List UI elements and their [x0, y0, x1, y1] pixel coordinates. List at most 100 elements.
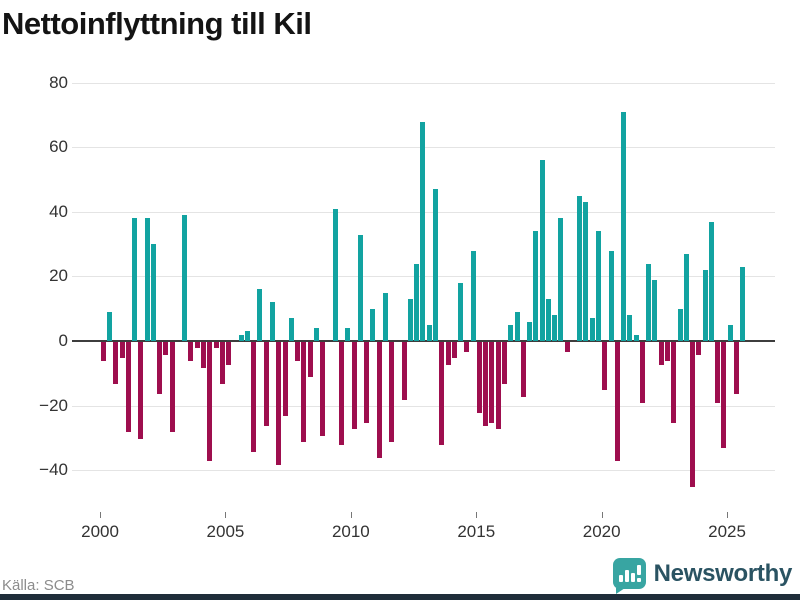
x-axis-tick-mark [476, 512, 478, 518]
zero-line [72, 340, 775, 342]
bar-2010-q3 [364, 342, 370, 423]
y-axis-tick-label: 80 [49, 72, 68, 92]
bar-2020-q1 [602, 342, 608, 391]
x-axis-tick-mark [350, 512, 352, 518]
bar-2006-q1 [251, 342, 257, 452]
bar-2017-q4 [545, 299, 551, 341]
x-axis-tick-mark [100, 512, 102, 518]
x-axis-tick-label: 2015 [457, 522, 496, 541]
y-axis-tick-label: 0 [58, 331, 68, 350]
bar-2022-q2 [658, 342, 664, 365]
bar-2017-q1 [527, 321, 533, 341]
bar-2021-q3 [639, 342, 645, 404]
bar-2007-q3 [288, 318, 294, 341]
bar-2019-q1 [577, 195, 583, 341]
bar-2013-q3 [439, 342, 445, 446]
bar-2019-q4 [596, 231, 602, 341]
bar-2025-q2 [733, 342, 739, 394]
bar-2024-q2 [708, 221, 714, 341]
bar-2016-q2 [508, 324, 514, 341]
bar-2000-q1 [100, 342, 106, 362]
bar-2008-q3 [313, 328, 319, 341]
bar-2015-q4 [495, 342, 501, 430]
bar-2003-q4 [194, 342, 200, 349]
x-axis-tick-label: 2000 [81, 522, 119, 541]
bar-2025-q1 [727, 324, 733, 341]
gridline [72, 470, 775, 472]
icon-bar-3 [630, 573, 635, 582]
icon-exclamation-dot [636, 578, 641, 582]
bar-2017-q2 [533, 231, 539, 341]
bar-2002-q2 [157, 342, 163, 394]
bar-2013-q4 [445, 342, 451, 365]
bar-2020-q3 [614, 342, 620, 462]
bar-2012-q1 [401, 342, 407, 401]
bar-2023-q4 [696, 342, 702, 355]
x-axis-tick-mark [601, 512, 603, 518]
bar-2016-q3 [514, 311, 520, 341]
bar-2001-q1 [125, 342, 131, 433]
bar-2000-q2 [106, 311, 112, 341]
bar-2005-q3 [238, 334, 244, 341]
bar-2017-q3 [539, 160, 545, 341]
bar-2013-q2 [433, 189, 438, 341]
bar-2002-q3 [163, 342, 169, 355]
bar-2023-q3 [690, 342, 696, 488]
bar-2004-q2 [207, 342, 213, 462]
bar-2012-q3 [414, 263, 420, 341]
source-label: Källa: SCB [2, 577, 75, 594]
bar-2003-q3 [188, 342, 194, 362]
bar-2022-q3 [665, 342, 670, 362]
bar-2002-q1 [150, 244, 156, 341]
bar-2010-q1 [351, 342, 357, 430]
bar-2014-q3 [464, 342, 470, 352]
gridline [72, 405, 775, 407]
bar-2009-q3 [338, 342, 344, 446]
bottom-accent-bar [0, 594, 800, 600]
icon-exclamation [636, 565, 641, 575]
bar-2022-q4 [671, 342, 677, 423]
x-axis-tick-label: 2025 [708, 522, 746, 541]
y-axis-tick-label: −20 [39, 395, 68, 415]
newsworthy-wordmark: Newsworthy [653, 559, 793, 587]
bar-2016-q1 [501, 342, 507, 384]
bar-2009-q4 [345, 328, 351, 341]
bar-2011-q2 [382, 292, 388, 341]
bar-2011-q3 [389, 342, 395, 443]
y-axis-tick-label: 20 [49, 266, 68, 286]
bar-2015-q1 [476, 342, 482, 413]
bar-2014-q1 [451, 342, 457, 359]
bar-2021-q2 [633, 334, 639, 341]
bar-2000-q4 [119, 342, 125, 359]
bar-2001-q4 [144, 218, 150, 341]
chart-title: Nettoinflyttning till Kil [2, 6, 312, 41]
bubble-tail [615, 588, 625, 594]
x-axis-tick-label: 2020 [582, 522, 621, 541]
y-axis-tick-label: 40 [49, 201, 68, 221]
bar-2007-q1 [276, 342, 282, 465]
bar-2008-q1 [301, 342, 307, 443]
newsworthy-branding: Newsworthy [612, 558, 793, 594]
bar-2024-q4 [721, 342, 727, 449]
bar-2004-q1 [201, 342, 207, 368]
bar-2023-q1 [677, 308, 683, 341]
bar-2012-q4 [420, 121, 426, 341]
bar-2001-q2 [132, 218, 138, 341]
bar-2016-q4 [520, 342, 526, 397]
bar-2006-q2 [257, 289, 263, 341]
y-axis-tick-label: 60 [49, 137, 68, 157]
bar-2020-q4 [621, 111, 627, 341]
bar-2011-q1 [376, 342, 382, 459]
x-axis-tick-mark [225, 512, 227, 518]
x-axis-tick-mark [727, 512, 729, 518]
bar-2010-q4 [370, 308, 376, 341]
bar-2008-q4 [320, 342, 326, 436]
bar-2021-q1 [627, 315, 633, 341]
bar-2024-q1 [702, 270, 708, 341]
bar-2019-q3 [589, 318, 595, 341]
bar-2005-q4 [244, 331, 250, 341]
x-axis-tick-label: 2005 [206, 522, 245, 541]
bar-2013-q1 [426, 324, 432, 341]
bar-2000-q3 [113, 342, 119, 384]
